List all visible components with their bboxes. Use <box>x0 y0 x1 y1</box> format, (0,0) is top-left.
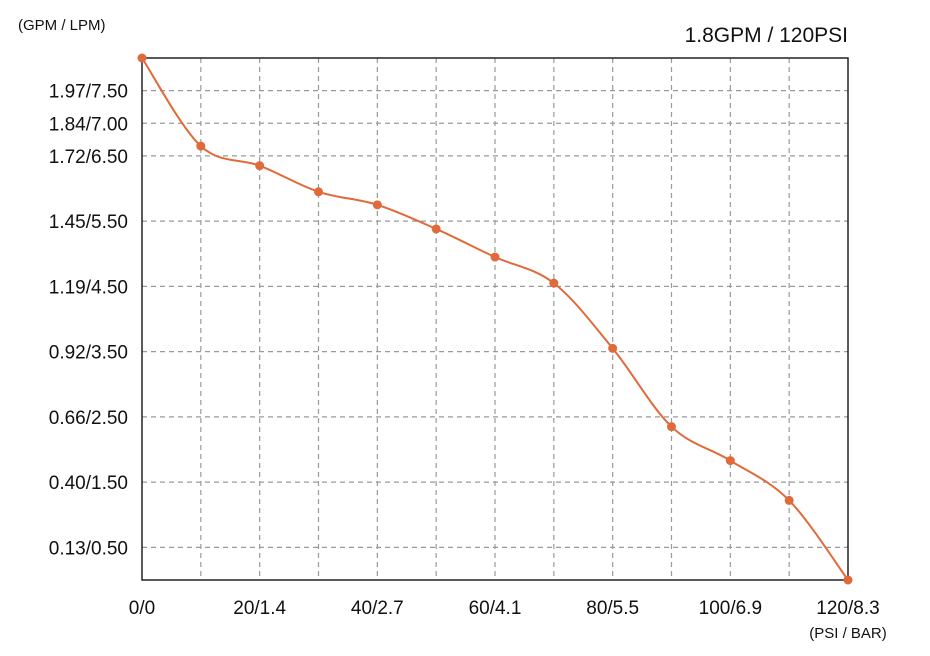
data-point <box>725 456 735 466</box>
data-point <box>372 200 382 210</box>
data-point <box>784 495 794 505</box>
data-point <box>137 53 147 63</box>
x-tick-label: 40/2.7 <box>351 598 404 619</box>
x-tick-labels: 0/0 20/1.4 40/2.7 60/4.1 80/5.5 100/6.9 120/8.… <box>129 598 880 619</box>
y-tick-label: 0.40/1.50 <box>49 473 128 494</box>
data-point <box>196 141 206 151</box>
y-tick-label: 0.13/0.50 <box>49 538 128 559</box>
data-points <box>137 53 853 585</box>
data-point <box>255 161 265 171</box>
plot-frame <box>141 57 849 581</box>
x-tick-label: 60/4.1 <box>469 598 522 619</box>
y-tick-label: 1.84/7.00 <box>49 114 128 135</box>
data-point <box>490 252 500 262</box>
data-point <box>608 343 618 353</box>
x-axis-label: (PSI / BAR) <box>809 625 887 642</box>
x-tick-label: 80/5.5 <box>586 598 639 619</box>
y-tick-label: 1.72/6.50 <box>49 147 128 168</box>
y-tick-labels: 0.13/0.50 0.40/1.50 0.66/2.50 0.92/3.50 1.19… <box>49 82 128 560</box>
data-point <box>314 187 323 197</box>
chart-title: 1.8GPM / 120PSI <box>685 24 848 47</box>
x-tick-label: 120/8.3 <box>816 598 879 619</box>
y-tick-label: 0.92/3.50 <box>49 343 128 364</box>
axes <box>141 57 849 581</box>
x-tick-label: 20/1.4 <box>233 598 286 619</box>
x-tick-label: 100/6.9 <box>699 598 762 619</box>
y-tick-label: 1.19/4.50 <box>49 277 128 298</box>
data-point <box>667 422 676 432</box>
data-point <box>549 278 559 288</box>
data-point <box>431 224 441 234</box>
y-axis-label: (GPM / LPM) <box>18 17 106 34</box>
grid-lines <box>142 58 848 580</box>
y-tick-label: 0.66/2.50 <box>49 408 128 429</box>
y-tick-label: 1.97/7.50 <box>49 82 128 103</box>
data-point <box>843 575 853 585</box>
y-tick-label: 1.45/5.50 <box>49 212 128 233</box>
x-tick-label: 0/0 <box>129 598 155 619</box>
